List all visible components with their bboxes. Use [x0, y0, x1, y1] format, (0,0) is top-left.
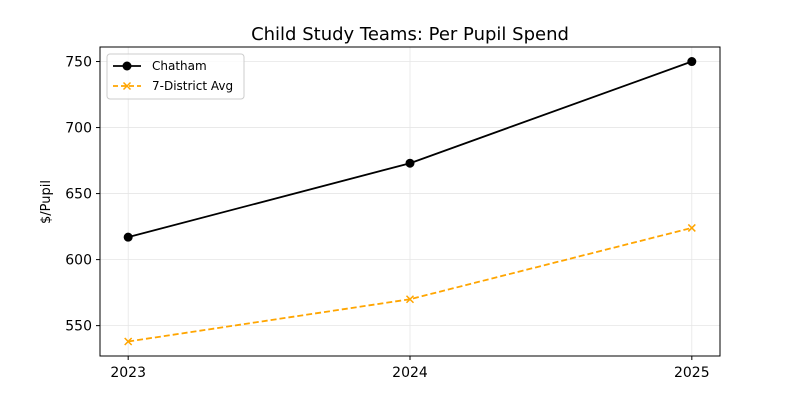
- y-tick-label: 550: [65, 319, 92, 335]
- y-tick-label: 600: [65, 253, 92, 269]
- data-point-7-district-avg: [124, 337, 133, 346]
- x-tick-label: 2023: [110, 365, 146, 381]
- legend-marker-avg: [122, 81, 132, 91]
- data-point-7-district-avg: [687, 223, 696, 232]
- y-tick-label: 750: [65, 55, 92, 71]
- legend-label-chatham: Chatham: [152, 59, 207, 73]
- data-point-chatham: [123, 232, 133, 242]
- legend-marker-chatham: [122, 61, 132, 71]
- data-point-chatham: [687, 57, 697, 67]
- series-layer: [123, 57, 697, 346]
- legend-label-avg: 7-District Avg: [152, 79, 233, 93]
- y-tick-label: 650: [65, 187, 92, 203]
- y-axis-label: $/Pupil: [39, 180, 54, 224]
- x-tick-label: 2024: [392, 365, 428, 381]
- data-point-chatham: [405, 158, 415, 168]
- y-tick-label: 700: [65, 121, 92, 137]
- x-tick-label: 2025: [674, 365, 710, 381]
- chart-title: Child Study Teams: Per Pupil Spend: [251, 24, 569, 45]
- data-point-7-district-avg: [405, 295, 415, 304]
- ticks: 550 600 650 700 750 2023 2024 2025: [65, 55, 709, 381]
- legend-box: [106, 53, 245, 100]
- legend: Chatham 7-District Avg: [106, 53, 245, 100]
